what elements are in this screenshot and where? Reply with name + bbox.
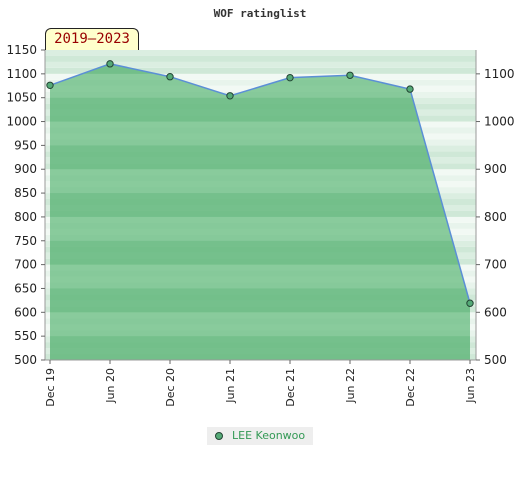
y-tick-label-right: 800 xyxy=(484,210,507,224)
background-band xyxy=(45,79,476,86)
data-point xyxy=(286,73,294,82)
y-tick-label: 550 xyxy=(14,329,37,343)
y-tick-label: 750 xyxy=(14,234,37,248)
area-stripe xyxy=(50,145,470,170)
area-stripes xyxy=(50,63,470,360)
background-band xyxy=(45,67,476,74)
x-tick-label: Jun 23 xyxy=(464,368,477,404)
y-tick-label: 950 xyxy=(14,138,37,152)
data-points xyxy=(46,60,474,307)
period-badge: 2019–2023 xyxy=(45,28,139,50)
legend[interactable]: LEE Keonwoo xyxy=(207,427,313,445)
y-tick-label-right: 600 xyxy=(484,305,507,319)
data-point xyxy=(106,60,114,68)
y-tick-label: 800 xyxy=(14,210,37,224)
x-tick-label: Dec 22 xyxy=(404,368,417,407)
y-tick-label: 1000 xyxy=(6,115,37,129)
x-tick-label: Jun 22 xyxy=(344,368,357,404)
x-tick-label: Dec 19 xyxy=(44,368,57,407)
y-tick-label: 850 xyxy=(14,186,37,200)
data-point xyxy=(346,71,354,79)
series-line xyxy=(49,63,471,304)
area-stripe xyxy=(50,288,470,313)
area-stripe xyxy=(50,336,470,360)
y-tick-label-right: 500 xyxy=(484,353,507,367)
chart-title: WOF ratinglist xyxy=(214,7,307,20)
y-tick-label-right: 1000 xyxy=(484,115,515,129)
y-tick-label: 700 xyxy=(14,258,37,272)
legend-label-series: LEE Keonwoo xyxy=(232,429,306,442)
background-band xyxy=(45,55,476,62)
data-point xyxy=(226,92,234,100)
axes xyxy=(44,50,477,361)
x-tick-label: Jun 21 xyxy=(224,368,237,404)
background-band xyxy=(45,61,476,68)
x-tick-label: Dec 20 xyxy=(164,368,177,407)
legend-marker xyxy=(215,432,223,440)
y-axis-left-ticks: 500 550 600 650 700 750 800 850 900 950 1000 1050 11… xyxy=(6,43,45,367)
x-tick-label: Dec 21 xyxy=(284,368,297,407)
area-stripe xyxy=(50,97,470,122)
y-tick-label-right: 700 xyxy=(484,258,507,272)
y-tick-label: 1050 xyxy=(6,91,37,105)
y-tick-label-right: 1100 xyxy=(484,67,515,81)
y-tick-label: 600 xyxy=(14,305,37,319)
y-tick-label: 650 xyxy=(14,281,37,295)
area-layer xyxy=(49,63,471,360)
y-axis-right-ticks: 500 600 700 800 900 1000 1100 xyxy=(476,67,515,367)
y-tick-label: 900 xyxy=(14,162,37,176)
data-point xyxy=(166,73,174,81)
background-band xyxy=(45,73,476,80)
area-stripe xyxy=(50,240,470,265)
x-axis-ticks: Dec 19 Jun 20 Dec 20 Jun 21 Dec 21 Jun 22 Dec … xyxy=(44,360,477,407)
data-point xyxy=(406,85,414,93)
y-tick-label: 1150 xyxy=(6,43,37,57)
background-band xyxy=(45,50,476,56)
x-tick-label: Jun 20 xyxy=(104,368,117,404)
y-tick-label: 500 xyxy=(14,353,37,367)
series-area xyxy=(50,63,470,360)
period-label: 2019–2023 xyxy=(54,31,130,47)
data-point xyxy=(466,299,474,307)
y-tick-label-right: 900 xyxy=(484,162,507,176)
data-point xyxy=(46,81,54,89)
area-stripe xyxy=(50,193,470,217)
y-tick-label: 1100 xyxy=(6,67,37,81)
